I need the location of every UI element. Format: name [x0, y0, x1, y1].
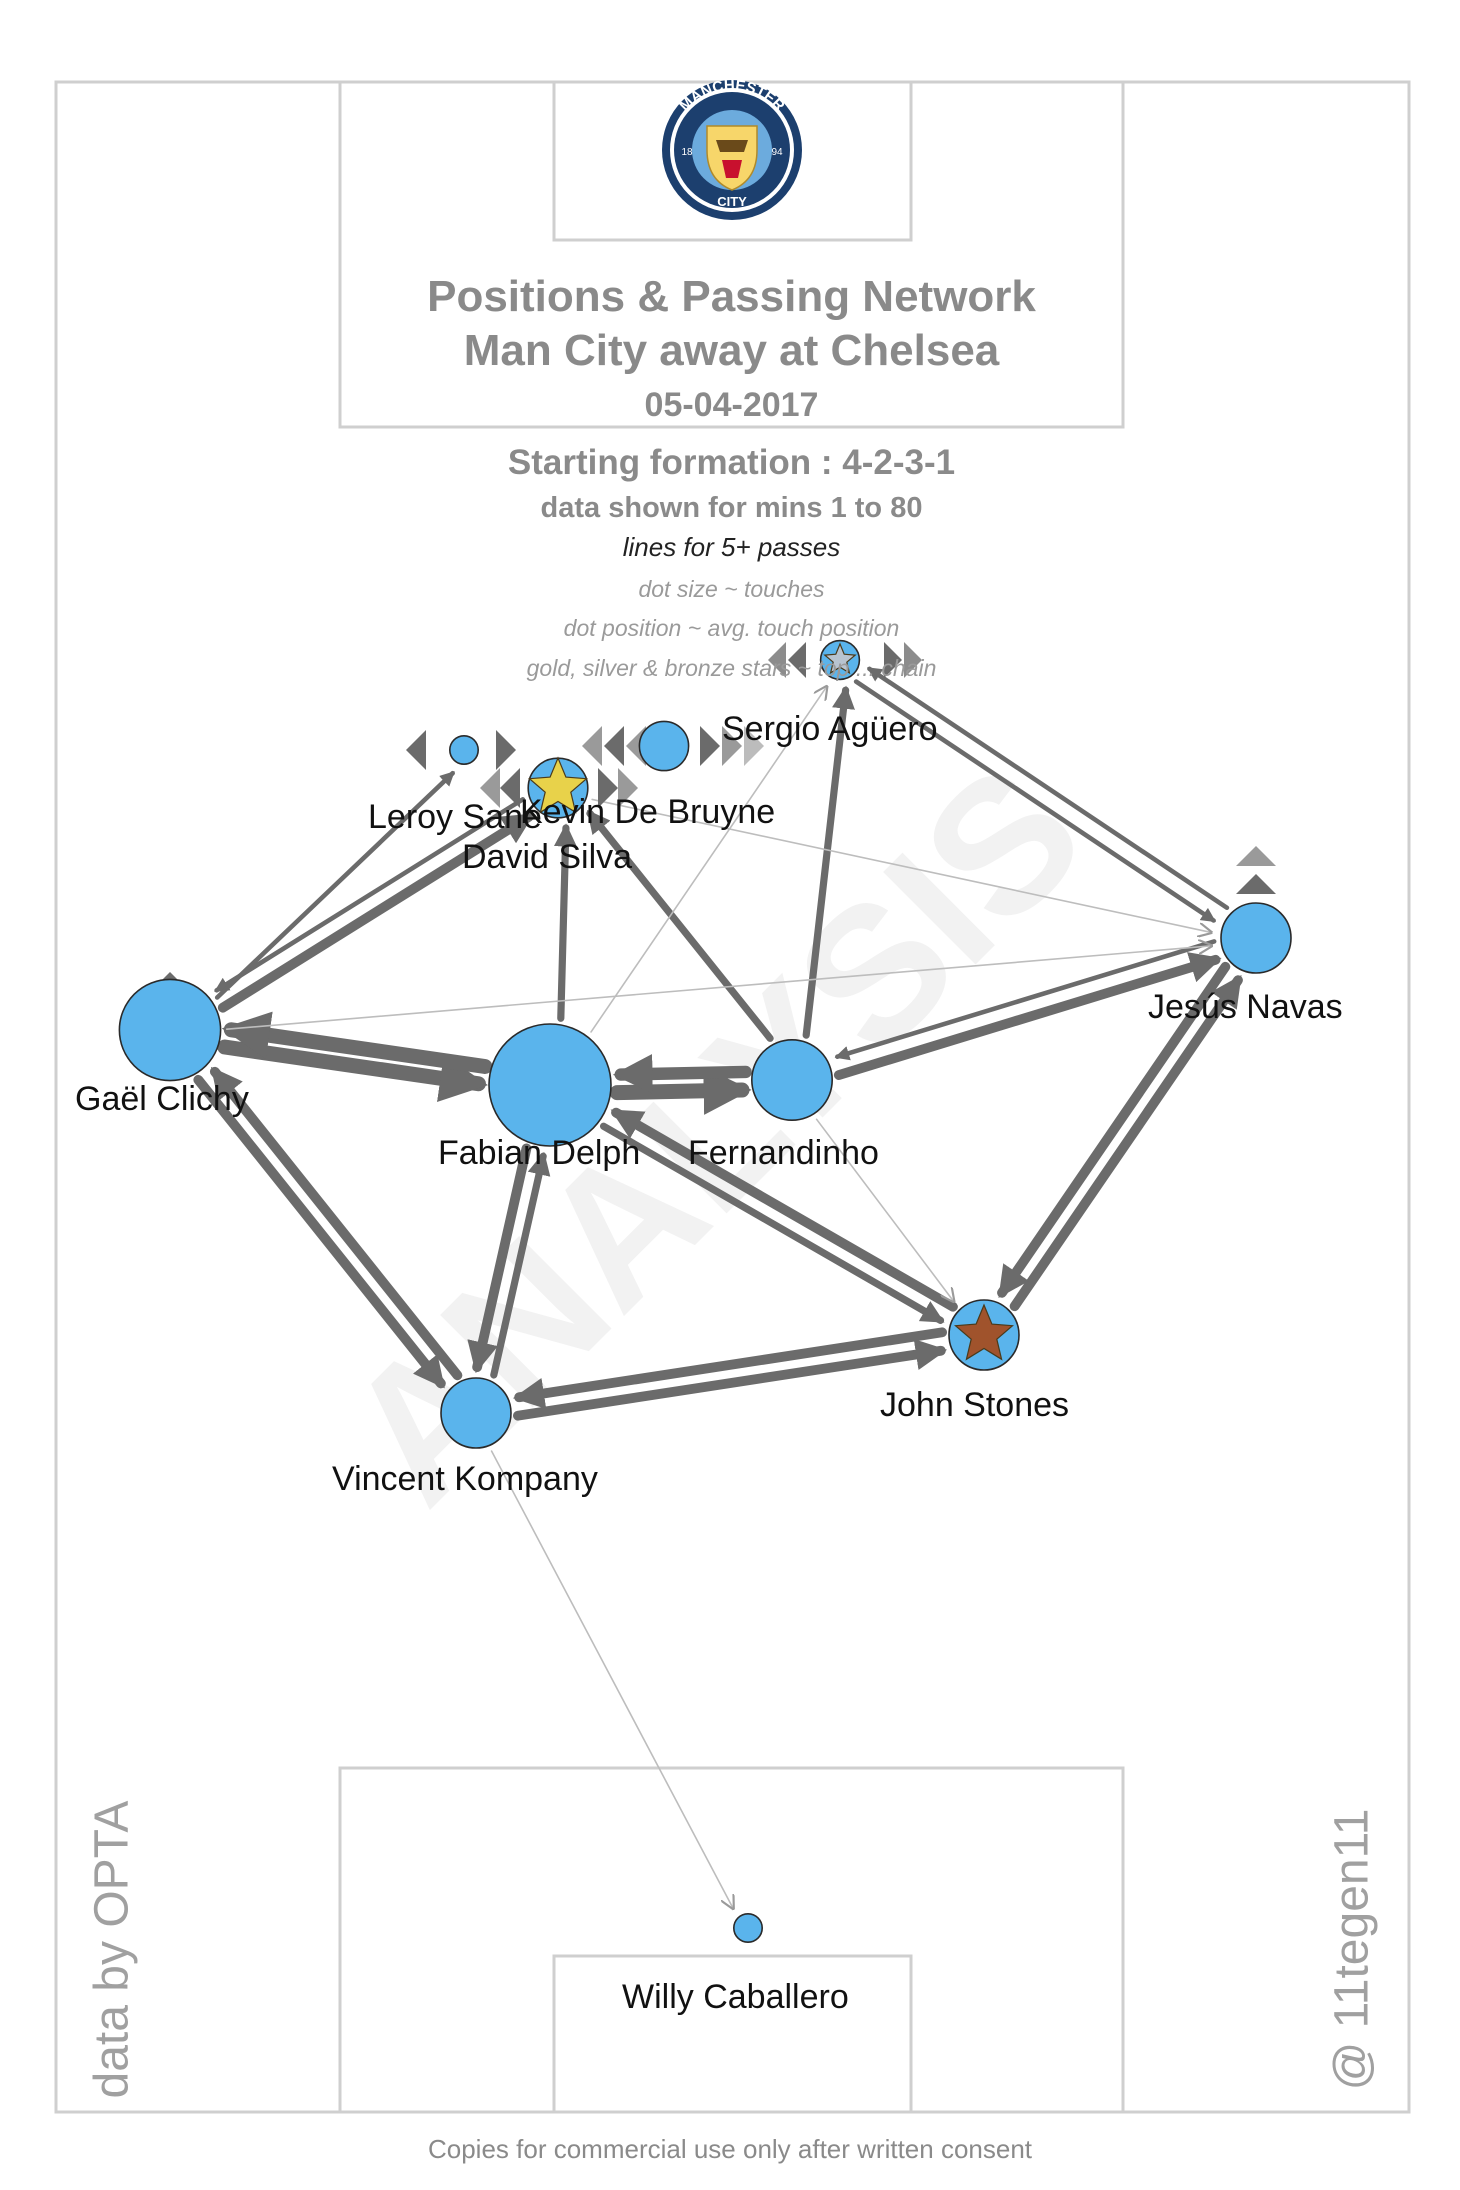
formation-label: Starting formation : 4-2-3-1: [507, 443, 956, 482]
marker-navas-up-1: [1236, 846, 1276, 866]
bronze-star-stones: [954, 1303, 1014, 1361]
marker-debruyne-left-2: [604, 726, 624, 766]
gold-star-silva: [528, 756, 588, 814]
pass-link-kompany-to-stones: [512, 1339, 948, 1421]
marker-silva-left-2: [500, 768, 520, 808]
marker-silva-right-1: [598, 768, 618, 808]
pass-links: [193, 666, 1243, 1909]
pass-link-navas-to-fernandinho: [834, 939, 1217, 1061]
author-credit: @ 11tegen11: [1325, 1808, 1379, 2091]
label-fernandinho: Fernandinho: [688, 1134, 879, 1172]
chart-title: Positions & Passing Network: [427, 272, 1036, 321]
pass-link-delph-to-aguero: [590, 687, 827, 1033]
label-delph: Fabian Delph: [438, 1134, 641, 1172]
pass-link-delph-to-clichy: [221, 1011, 493, 1074]
pass-link-delph-to-kompany: [467, 1143, 532, 1374]
stars-note: gold, silver & bronze stars ~ top ... ch…: [526, 655, 937, 681]
pass-link-navas-to-aguero: [866, 666, 1230, 911]
label-caballero: Willy Caballero: [622, 1978, 849, 2016]
marker-aguero-left-2: [788, 642, 806, 678]
pass-link-fernandinho-to-stones: [815, 1118, 954, 1301]
label-stones: John Stones: [880, 1386, 1070, 1424]
player-dot-fernandinho: [750, 1039, 833, 1122]
player-dot-sane: [448, 734, 479, 765]
pass-link-kompany-to-clichy: [209, 1066, 463, 1381]
silver-star-aguero: [823, 642, 857, 675]
minutes-label: data shown for mins 1 to 80: [540, 492, 923, 524]
bottom-six-yard-box: [552, 1954, 913, 2114]
pass-link-clichy-to-sane: [214, 770, 455, 1000]
player-dot-debruyne: [638, 720, 690, 772]
label-clichy: Gaël Clichy: [75, 1080, 249, 1118]
match-subtitle: Man City away at Chelsea: [463, 326, 1000, 375]
pass-link-fernandinho-to-silva: [586, 809, 774, 1042]
label-navas: Jesús Navas: [1148, 988, 1343, 1026]
dot-position-note: dot position ~ avg. touch position: [563, 615, 900, 641]
label-debruyne: Kevin De Bruyne: [520, 793, 776, 831]
bottom-penalty-box: [338, 1766, 1125, 2114]
label-silva: David Silva: [462, 838, 633, 876]
marker-aguero-right-2: [904, 642, 922, 678]
data-credit: data by OPTA: [85, 1800, 139, 2099]
player-dot-kompany: [440, 1377, 512, 1449]
label-aguero: Sergio Agüero: [722, 710, 938, 748]
pass-link-clichy-to-kompany: [193, 1074, 446, 1389]
copyright-notice: Copies for commercial use only after wri…: [427, 2134, 1033, 2164]
pass-link-fernandinho-to-aguero: [802, 685, 855, 1039]
pass-link-delph-to-stones: [599, 1122, 945, 1324]
pass-link-navas-to-stones: [997, 961, 1231, 1298]
logo-year-right: 94: [771, 147, 783, 158]
logo-year-left: 18: [681, 147, 693, 158]
pass-link-fernandinho-to-delph: [612, 1054, 752, 1094]
marker-debruyne-right-1: [700, 726, 720, 766]
pass-link-stones-to-delph: [610, 1107, 958, 1312]
pass-link-stones-to-navas: [1009, 975, 1243, 1312]
pass-link-delph-to-fernandinho: [609, 1066, 752, 1115]
pass-link-silva-to-navas: [591, 798, 1211, 932]
pass-link-kompany-to-caballero: [490, 1450, 734, 1908]
player-dot-clichy: [118, 978, 222, 1082]
pass-link-delph-to-silva: [553, 823, 577, 1022]
marker-silva-right-2: [618, 768, 638, 808]
marker-sane-right: [496, 730, 516, 770]
player-dot-delph: [488, 1023, 612, 1147]
pass-link-aguero-to-navas: [853, 679, 1217, 923]
logo-city-text: CITY: [717, 194, 747, 209]
label-sane: Leroy Sané: [368, 798, 542, 836]
marker-sane-left: [406, 730, 426, 770]
lines-note: lines for 5+ passes: [622, 532, 841, 562]
pass-link-kompany-to-delph: [490, 1151, 551, 1379]
marker-silva-left-1: [480, 768, 500, 808]
dot-size-note: dot size ~ touches: [638, 576, 825, 602]
label-kompany: Vincent Kompany: [332, 1460, 598, 1498]
player-nodes: [118, 639, 1292, 1944]
pass-link-silva-to-clichy: [214, 797, 526, 993]
match-date: 05-04-2017: [644, 386, 819, 424]
position-markers: [156, 642, 1276, 986]
pass-link-clichy-to-silva: [217, 811, 535, 1013]
marker-navas-up-2: [1236, 874, 1276, 894]
player-dot-navas: [1220, 902, 1292, 974]
pass-link-stones-to-kompany: [512, 1327, 948, 1409]
pass-link-clichy-to-navas: [225, 946, 1212, 1031]
marker-debruyne-right-2: [722, 726, 742, 766]
marker-aguero-left-1: [768, 642, 786, 678]
marker-debruyne-left-1: [582, 726, 602, 766]
pass-link-fernandinho-to-navas: [833, 952, 1222, 1080]
player-dot-caballero: [732, 1913, 763, 1944]
marker-aguero-right-1: [884, 642, 902, 678]
club-logo: MANCHESTER CITY 18 94: [662, 77, 802, 220]
marker-debruyne-right-3: [744, 726, 764, 766]
